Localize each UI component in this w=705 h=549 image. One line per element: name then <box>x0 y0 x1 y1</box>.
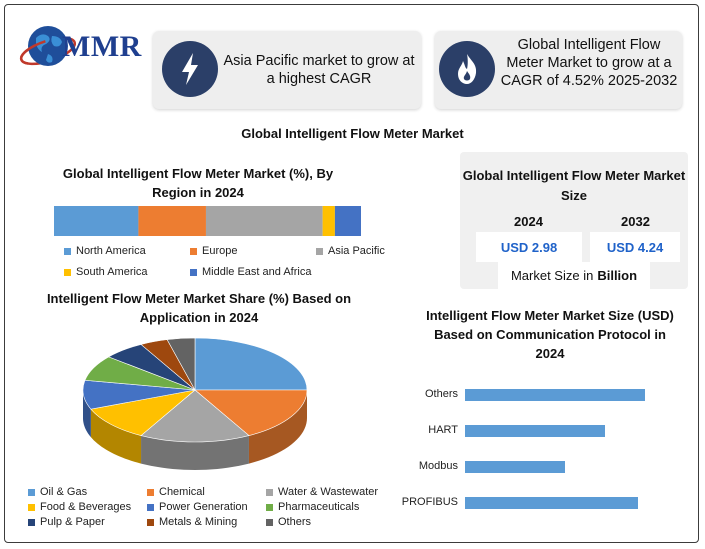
pie-side-food-beverages <box>90 409 142 464</box>
lightning-icon-circle <box>162 41 218 97</box>
pie-slice-others <box>166 337 196 391</box>
protocol-bar-profibus <box>465 497 638 509</box>
region-stacked-bar <box>54 206 361 236</box>
application-legend-pulp-paper: Pulp & Paper <box>28 516 105 528</box>
region-legend-asia-pacific: Asia Pacific <box>316 245 385 257</box>
application-legend-chemical: Chemical <box>147 486 205 498</box>
swatch <box>28 503 35 511</box>
pie-slice-chemical <box>194 389 308 436</box>
application-legend-oil-gas: Oil & Gas <box>28 486 87 498</box>
swatch <box>28 518 35 526</box>
cagr-region-card: Asia Pacific market to grow at a highest… <box>153 31 421 109</box>
cagr-global-text: Global Intelligent Flow Meter Market to … <box>500 37 678 89</box>
legend-label: Food & Beverages <box>40 501 132 513</box>
swatch <box>28 488 35 496</box>
application-legend-pharmaceuticals: Pharmaceuticals <box>266 501 359 513</box>
legend-label: Pulp & Paper <box>40 516 105 528</box>
value-2024: USD 2.98 <box>476 232 582 262</box>
swatch <box>190 247 197 255</box>
protocol-label-profibus: PROFIBUS <box>401 496 458 508</box>
logo-text: MMR <box>62 30 142 63</box>
protocol-chart-title: Intelligent Flow Meter Market Size (USD)… <box>426 308 674 361</box>
swatch <box>64 268 71 276</box>
protocol-label-modbus: Modbus <box>418 460 458 472</box>
region-segment-south-america <box>322 206 335 236</box>
swatch <box>64 247 71 255</box>
year-2024-label: 2024 <box>514 214 543 229</box>
region-legend-middle-east-africa: Middle East and Africa <box>190 266 311 278</box>
legend-label: Others <box>278 516 312 528</box>
pie-slice-food-beverages <box>90 389 197 436</box>
swatch <box>266 518 273 526</box>
pie-side-power-generation <box>83 390 91 438</box>
pie-side-water-wastewater <box>141 435 249 470</box>
legend-label: Metals & Mining <box>159 516 238 528</box>
legend-label: Oil & Gas <box>40 486 88 498</box>
legend-label: Water & Wastewater <box>278 486 379 498</box>
application-legend-food-beverages: Food & Beverages <box>28 501 131 513</box>
swatch <box>266 488 273 496</box>
application-pie-chart <box>82 337 308 470</box>
cagr-global-card: Global Intelligent Flow Meter Market to … <box>435 31 682 109</box>
legend-label: Pharmaceuticals <box>278 501 360 513</box>
protocol-label-others: Others <box>424 388 458 400</box>
pie-slice-water-wastewater <box>140 389 250 443</box>
swatch <box>147 488 154 496</box>
protocol-bar-others <box>465 389 645 401</box>
value-2032: USD 4.24 <box>590 232 680 262</box>
swatch <box>316 247 323 255</box>
pie-slice-oil-gas <box>194 337 308 391</box>
region-legend-south-america: South America <box>64 266 148 278</box>
legend-label: Chemical <box>159 486 205 498</box>
flame-icon-circle <box>439 41 495 97</box>
region-segment-asia-pacific <box>205 206 323 236</box>
lightning-icon <box>182 53 198 85</box>
globe-icon <box>19 26 77 66</box>
application-legend-others: Others <box>266 516 311 528</box>
year-2032-label: 2032 <box>621 214 650 229</box>
region-legend-north-america: North America <box>64 245 146 257</box>
region-segment-middle-east-and-africa <box>334 206 361 236</box>
swatch <box>266 503 273 511</box>
protocol-label-hart: HART <box>428 424 458 436</box>
protocol-bar-hart <box>465 425 605 437</box>
infographic-frame <box>4 4 699 543</box>
protocol-bar-modbus <box>465 461 565 473</box>
market-size-box: Global Intelligent Flow Meter Market Siz… <box>460 152 688 289</box>
swatch <box>190 268 197 276</box>
region-legend-europe: Europe <box>190 245 237 257</box>
swatch <box>147 518 154 526</box>
flame-icon <box>458 54 477 84</box>
region-chart-title: Global Intelligent Flow Meter Market (%)… <box>62 166 334 200</box>
application-chart-title: Intelligent Flow Meter Market Share (%) … <box>46 291 352 325</box>
application-legend-metals-mining: Metals & Mining <box>147 516 237 528</box>
pie-side-chemical <box>248 390 307 464</box>
region-segment-north-america <box>54 206 139 236</box>
application-legend-power-generation: Power Generation <box>147 501 248 513</box>
cagr-region-text: Asia Pacific market to grow at a highest… <box>223 53 415 87</box>
application-legend-water-wastewater: Water & Wastewater <box>266 486 378 498</box>
region-segment-europe <box>138 206 206 236</box>
legend-label: Power Generation <box>159 501 248 513</box>
swatch <box>147 503 154 511</box>
mmr-logo <box>18 18 148 80</box>
main-title: Global Intelligent Flow Meter Market <box>241 126 464 141</box>
market-size-title: Global Intelligent Flow Meter Market Siz… <box>462 168 686 203</box>
market-size-unit: Market Size in Billion <box>498 262 650 289</box>
